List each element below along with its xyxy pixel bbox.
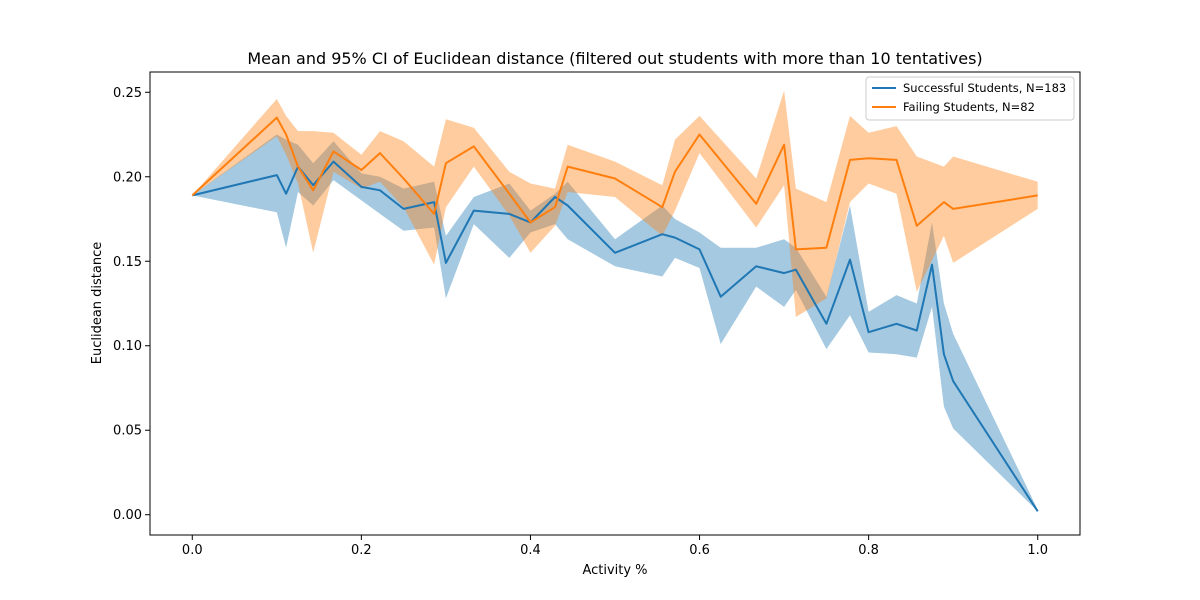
- x-tick-label: 0.0: [182, 543, 203, 558]
- series-lines: [191, 116, 1039, 512]
- y-tick-label: 0.10: [113, 339, 142, 354]
- x-tick-label: 1.0: [1027, 543, 1048, 558]
- y-axis-label: Euclidean distance: [90, 242, 105, 365]
- x-tick-label: 0.2: [351, 543, 372, 558]
- x-tick-label: 0.6: [689, 543, 710, 558]
- legend: Successful Students, N=183 Failing Stude…: [865, 76, 1075, 121]
- ci-band-failing: [192, 90, 1038, 317]
- y-axis: 0.00 0.05 0.10 0.15 0.20 0.25: [113, 86, 150, 523]
- x-axis-label: Activity %: [582, 563, 647, 578]
- chart-title: Mean and 95% CI of Euclidean distance (f…: [247, 49, 982, 68]
- series-line-failing: [191, 116, 1038, 251]
- y-tick-label: 0.20: [113, 170, 142, 185]
- y-tick-label: 0.00: [113, 508, 142, 523]
- series-line-successful: [192, 160, 1039, 512]
- y-tick-label: 0.05: [113, 424, 142, 439]
- y-tick-label: 0.15: [113, 255, 142, 270]
- x-axis: 0.0 0.2 0.4 0.6 0.8 1.0: [182, 535, 1048, 558]
- legend-label-failing: Failing Students, N=82: [903, 100, 1035, 114]
- plot-frame: [149, 71, 1081, 536]
- x-tick-label: 0.8: [858, 543, 879, 558]
- confidence-bands: [192, 90, 1038, 512]
- x-tick-label: 0.4: [520, 543, 541, 558]
- y-tick-label: 0.25: [113, 86, 142, 101]
- legend-label-successful: Successful Students, N=183: [903, 81, 1066, 95]
- legend-frame: [865, 76, 1075, 121]
- ci-band-successful: [192, 134, 1038, 512]
